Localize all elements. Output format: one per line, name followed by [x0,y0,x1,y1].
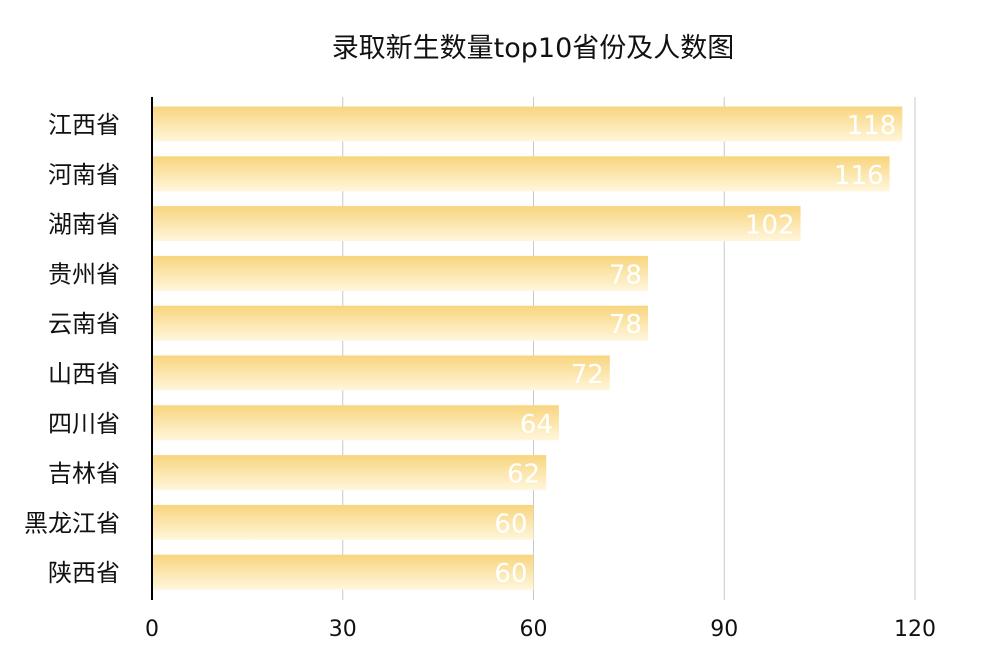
bar-value-label: 78 [609,310,642,340]
category-label: 贵州省 [48,260,120,288]
bar-value-label: 116 [834,161,884,191]
category-label: 黑龙江省 [24,509,120,537]
category-label: 江西省 [48,111,120,139]
category-label: 山西省 [48,360,120,388]
bar [152,554,534,590]
x-tick-labels: 0 30 60 90 120 [145,617,936,642]
bar [152,106,903,142]
bar [152,255,648,291]
category-label: 河南省 [48,161,120,189]
x-tick-label: 0 [145,617,159,642]
bar-value-label: 78 [609,260,642,290]
x-tick-label: 60 [520,617,548,642]
x-tick-label: 120 [894,617,936,642]
category-label: 吉林省 [48,460,120,488]
x-tick-label: 30 [329,617,357,642]
bar [152,504,534,540]
bar-value-label: 72 [571,360,604,390]
category-label: 四川省 [48,410,120,438]
bar [152,206,801,242]
bar [152,355,610,391]
x-tick-label: 90 [710,617,738,642]
bar-value-label: 62 [507,460,540,490]
bar [152,156,890,192]
bar-value-label: 64 [520,410,553,440]
bar-value-label: 60 [494,509,527,539]
bar-value-label: 60 [494,559,527,589]
bar-value-label: 118 [847,111,897,141]
category-label: 湖南省 [48,211,120,239]
category-label: 陕西省 [48,559,120,587]
bar-value-label: 102 [745,211,795,241]
chart-title: 录取新生数量top10省份及人数图 [332,33,735,64]
category-label: 云南省 [48,310,120,338]
bar [152,405,559,441]
bar [152,305,648,341]
bar [152,455,547,491]
